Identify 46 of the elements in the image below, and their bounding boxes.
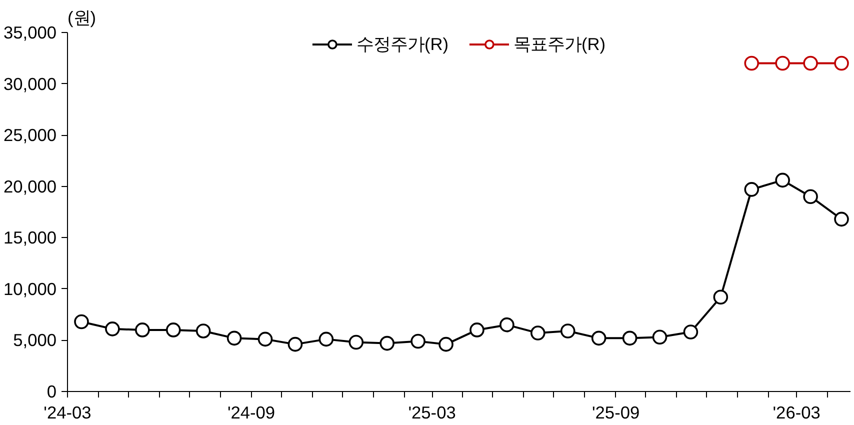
point	[318, 332, 334, 347]
y-tick-label: 25,000	[4, 125, 56, 146]
x-tick-label: '25-03	[408, 402, 456, 422]
point	[560, 324, 576, 338]
y-tick-label: 5,000	[13, 330, 57, 350]
point	[470, 322, 484, 338]
point	[591, 330, 606, 346]
point	[530, 326, 546, 340]
x-tick-label: '24-03	[44, 402, 92, 422]
point	[166, 322, 181, 338]
x-tick-label: '26-03	[772, 402, 820, 422]
point	[410, 334, 426, 349]
x-tick-label: '24-09	[227, 402, 276, 422]
point	[438, 336, 454, 352]
point	[713, 290, 728, 305]
point	[380, 336, 394, 351]
point	[226, 330, 242, 346]
point	[803, 189, 818, 204]
y-tick-label: 20,000	[4, 176, 56, 196]
point	[834, 212, 849, 227]
point	[348, 334, 364, 350]
point	[74, 314, 89, 330]
legend-label: 수정주가(R)	[356, 33, 448, 56]
point	[196, 324, 211, 338]
point	[288, 336, 303, 352]
point	[775, 56, 790, 71]
point	[803, 56, 818, 71]
y-tick-label: 15,000	[4, 228, 56, 248]
point	[683, 324, 698, 340]
y-tick-label: 0	[46, 382, 57, 402]
y-tick-label: 30,000	[4, 74, 56, 94]
point	[652, 330, 668, 345]
point	[744, 56, 760, 71]
legend-label: 목표주가(R)	[514, 33, 606, 56]
y-tick-label: 10,000	[4, 278, 56, 299]
point	[105, 322, 120, 336]
point	[744, 182, 760, 197]
x-tick-label: '25-09	[592, 402, 640, 422]
point	[500, 317, 514, 332]
y-axis-title: (원)	[68, 8, 96, 28]
y-tick-label: 35,000	[4, 22, 56, 42]
point	[834, 56, 849, 71]
point	[622, 330, 638, 346]
point	[135, 322, 150, 338]
point	[258, 332, 273, 347]
point	[775, 172, 790, 188]
